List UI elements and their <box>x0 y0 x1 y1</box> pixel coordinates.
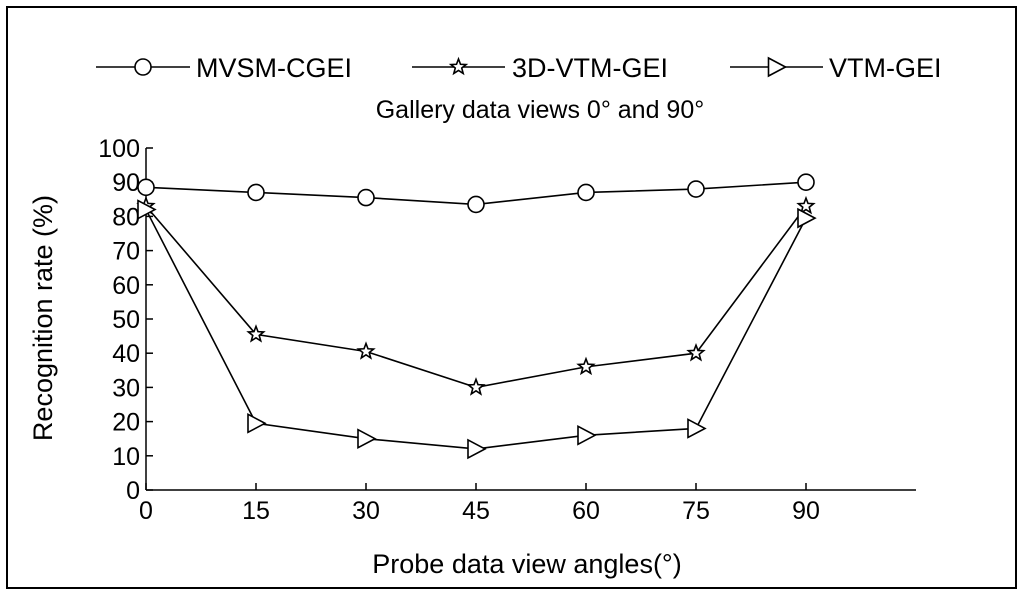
legend-entry: VTM-GEI <box>730 53 942 83</box>
data-point-marker <box>137 199 157 220</box>
x-tick-label: 30 <box>352 497 380 525</box>
y-tick-label: 10 <box>112 443 140 471</box>
data-point-marker <box>577 424 597 446</box>
data-point-marker <box>357 188 375 207</box>
legend-entry: 3D-VTM-GEI <box>412 53 668 83</box>
y-tick-label: 90 <box>112 169 140 197</box>
figure-frame <box>6 6 1017 589</box>
legend-label: MVSM-CGEI <box>196 53 352 83</box>
data-point-marker <box>466 377 486 396</box>
series-line <box>145 209 807 450</box>
data-point-marker <box>356 341 376 360</box>
y-tick-label: 0 <box>126 477 140 505</box>
data-point-marker <box>796 195 816 215</box>
data-point-marker <box>797 173 815 191</box>
legend: MVSM-CGEI 3D-VTM-GEI VTM-GEI <box>96 53 942 83</box>
x-tick-label: 75 <box>682 497 710 525</box>
data-point-marker <box>797 207 817 229</box>
legend-marker <box>448 56 469 76</box>
data-point-marker <box>577 183 595 202</box>
y-axis-label: Recognition rate (%) <box>28 195 58 441</box>
data-point-marker <box>247 183 265 202</box>
y-tick-label: 100 <box>98 135 140 163</box>
data-point-marker <box>137 178 155 197</box>
y-tick-label: 70 <box>112 238 140 266</box>
y-tick-label: 40 <box>112 340 140 368</box>
data-point-marker <box>467 195 485 214</box>
data-point-marker <box>357 428 377 450</box>
series-3d-vtm-gei <box>136 195 816 396</box>
y-tick-label: 50 <box>112 306 140 334</box>
y-tick-label: 80 <box>112 203 140 231</box>
x-tick-label: 90 <box>792 497 820 525</box>
x-axis-label: Probe data view angles(°) <box>372 549 681 579</box>
data-point-marker <box>687 180 705 198</box>
x-tick-label: 60 <box>572 497 600 525</box>
data-point-marker <box>246 324 266 343</box>
y-tick-label: 30 <box>112 374 140 402</box>
data-point-marker <box>247 412 267 434</box>
chart-subtitle: Gallery data views 0° and 90° <box>376 96 705 124</box>
legend-label: 3D-VTM-GEI <box>512 53 668 83</box>
y-tick-label: 60 <box>112 272 140 300</box>
legend-entry: MVSM-CGEI <box>96 53 352 83</box>
data-point-marker <box>576 356 596 376</box>
legend-marker <box>767 56 788 78</box>
x-tick-label: 0 <box>139 497 153 525</box>
x-tick-label: 15 <box>242 497 270 525</box>
y-tick-label: 20 <box>112 409 140 437</box>
axes: 0 10 20 30 40 50 60 70 80 90 100 0 15 30 45 60 75 90 <box>98 135 916 525</box>
series-line <box>145 205 807 389</box>
legend-label: VTM-GEI <box>829 53 942 83</box>
x-tick-label: 45 <box>462 497 490 525</box>
data-point-marker <box>686 342 706 362</box>
data-point-marker <box>687 418 707 439</box>
series-vtm-gei <box>137 199 817 460</box>
series-mvsm-cgei <box>137 173 815 214</box>
series-layer <box>136 173 817 460</box>
data-point-marker <box>467 438 487 460</box>
legend-marker <box>134 58 152 76</box>
